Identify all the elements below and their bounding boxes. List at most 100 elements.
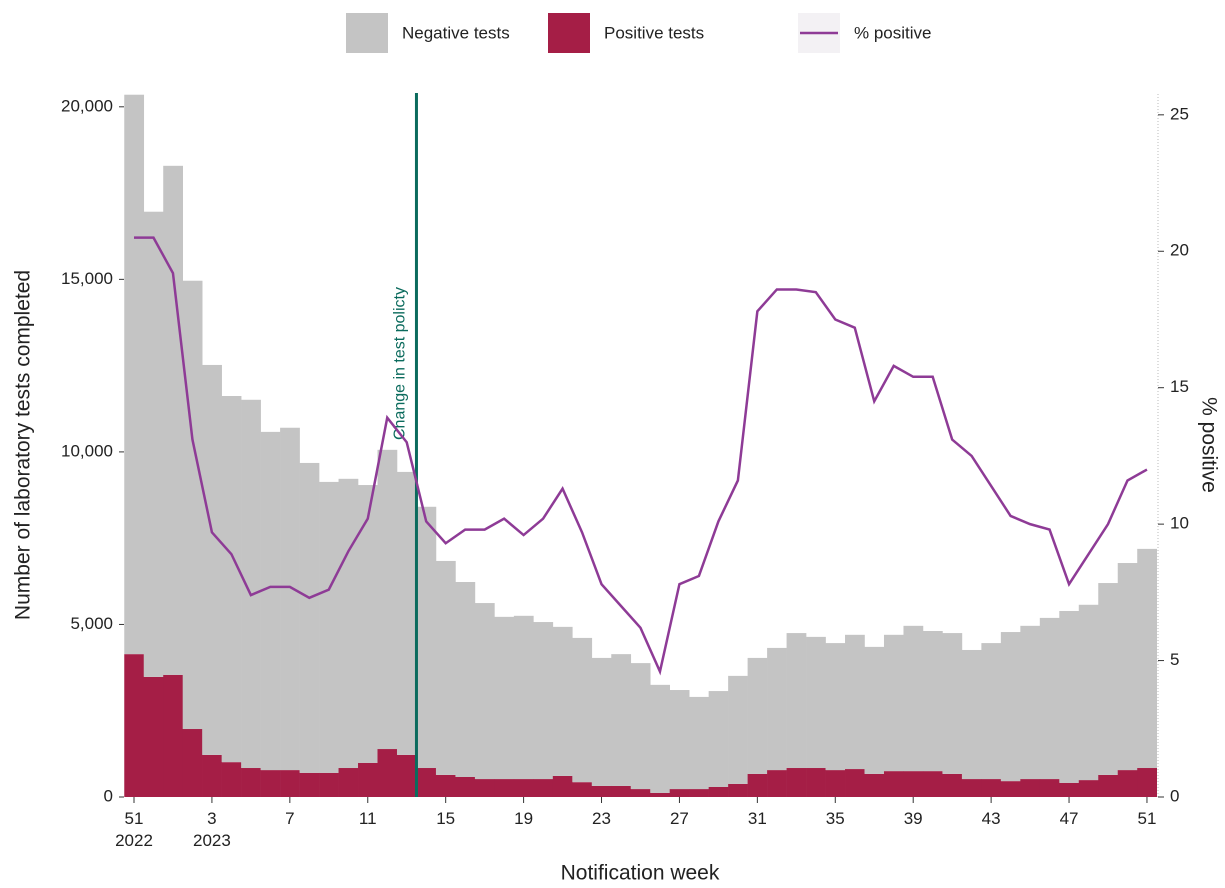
bar-segment	[728, 783, 748, 797]
bar-segment	[767, 647, 787, 771]
bar-segment	[319, 481, 339, 773]
bar-segment	[455, 776, 476, 797]
bar-segment	[903, 625, 924, 772]
bar-segment	[591, 657, 612, 786]
bar-segment	[922, 771, 943, 797]
bar-segment	[163, 674, 183, 797]
bar-segment	[241, 768, 261, 797]
bar-segment	[922, 631, 943, 772]
bar-segment	[260, 431, 281, 771]
legend-swatch	[346, 13, 388, 53]
bar-segment	[202, 364, 222, 755]
bar-segment	[669, 789, 690, 797]
legend-label: % positive	[854, 23, 931, 42]
x-tick-label: 15	[436, 809, 456, 828]
bar-segment	[533, 622, 554, 780]
bar-segment	[825, 643, 846, 771]
bar-segment	[299, 462, 320, 773]
bar-segment	[961, 649, 982, 780]
bar-segment	[1098, 583, 1119, 775]
bar-segment	[455, 582, 476, 777]
bar-segment	[338, 768, 359, 797]
x-tick-label: 39	[903, 809, 923, 828]
bar-segment	[806, 768, 826, 797]
policy-annotation: Change in test policty	[392, 287, 409, 440]
bar-segment	[747, 657, 768, 774]
bar-segment	[591, 785, 612, 797]
bar-segment	[513, 779, 534, 797]
y-tick-label: 0	[104, 786, 113, 805]
bar-segment	[1137, 768, 1157, 797]
bar-segment	[1117, 770, 1138, 797]
bar-segment	[883, 771, 904, 797]
bar-segment	[474, 779, 495, 797]
bar-segment	[728, 675, 748, 784]
y2-tick-label: 20	[1170, 241, 1189, 260]
bar-segment	[396, 471, 417, 755]
bar-segment	[689, 789, 709, 797]
bar-segment	[319, 772, 339, 797]
y-tick-label: 20,000	[61, 96, 113, 115]
bar-segment	[611, 654, 632, 786]
bar-segment	[1059, 610, 1080, 783]
x-tick-label: 23	[592, 809, 611, 828]
bar-segment	[864, 773, 885, 797]
bar-segment	[533, 779, 554, 797]
y2-axis-title: % positive	[1197, 397, 1220, 493]
bar-segment	[961, 779, 982, 797]
legend-label: Negative tests	[402, 23, 510, 42]
bar-segment	[942, 773, 963, 797]
bar-segment	[1039, 617, 1060, 780]
bar-segment	[981, 779, 1002, 797]
x-tick-label: 11	[358, 809, 377, 828]
x-tick-label: 43	[981, 809, 1001, 828]
bar-segment	[163, 165, 183, 675]
y-tick-label: 5,000	[70, 614, 113, 633]
bar-segment	[221, 395, 242, 763]
bar-segment	[377, 749, 398, 797]
bar-segment	[1078, 604, 1099, 781]
bar-segment	[767, 770, 787, 797]
bar-segment	[883, 634, 904, 772]
bar-segment	[845, 769, 865, 797]
bar-segment	[1117, 563, 1138, 771]
bar-segment	[143, 211, 164, 677]
bar-segment	[377, 449, 398, 750]
bar-segment	[630, 663, 651, 790]
bar-segment	[650, 684, 670, 793]
bar-segment	[494, 616, 515, 780]
y-tick-label: 15,000	[61, 269, 113, 288]
y2-tick-label: 25	[1170, 104, 1189, 123]
bar-segment	[1098, 774, 1119, 797]
percent-line	[134, 236, 1148, 676]
bar-segment	[358, 762, 378, 797]
y2-tick-label: 15	[1170, 377, 1189, 396]
bar-segment	[942, 633, 963, 774]
bar-segment	[143, 676, 164, 797]
x-tick-label: 31	[747, 809, 767, 828]
legend-swatch	[548, 13, 590, 53]
bar-segment	[611, 785, 632, 797]
bar-segment	[396, 754, 417, 797]
bar-segment	[1020, 625, 1041, 780]
bar-segment	[1039, 779, 1060, 797]
bar-segment	[416, 506, 437, 769]
bar-segment	[338, 478, 359, 769]
bar-segment	[513, 615, 534, 780]
bar-segment	[474, 603, 495, 780]
bar-segment	[786, 633, 807, 769]
bar-segment	[708, 786, 729, 797]
y2-tick-label: 10	[1170, 514, 1189, 533]
bar-segment	[280, 770, 300, 797]
bar-segment	[280, 427, 300, 771]
bar-segment	[494, 779, 515, 797]
bar-segment	[358, 485, 378, 763]
bar-segment	[124, 654, 145, 797]
bar-segment	[124, 94, 145, 655]
bar-segment	[182, 729, 203, 797]
bar-segment	[241, 399, 261, 769]
bar-segment	[689, 696, 709, 790]
bar-segment	[572, 782, 593, 797]
